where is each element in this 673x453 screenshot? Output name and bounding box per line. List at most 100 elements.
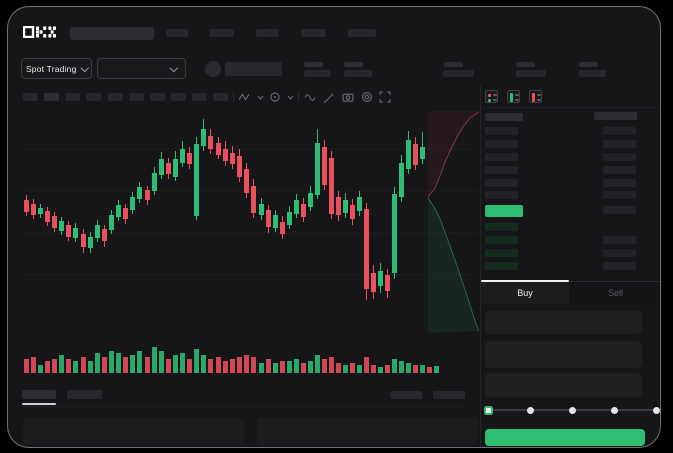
orderbook-cell[interactable] [603,179,636,187]
candle-body [173,159,178,177]
volume-bar [392,359,397,373]
candle-body [88,237,93,248]
bottom-action[interactable] [433,391,465,399]
candle-body [399,163,404,197]
stat-label [344,62,363,67]
candle-body [322,147,327,185]
chart-tool-button[interactable] [23,93,38,101]
nav-item[interactable] [348,29,376,37]
orderbook-layout-bids-icon[interactable] [507,90,520,103]
candle-body [230,153,235,164]
chart-tool-button[interactable] [108,93,123,101]
orderbook-cell[interactable] [603,166,636,174]
tab-sell[interactable]: Sell [607,288,623,298]
orderbook-cell[interactable] [603,249,636,257]
chart-tool-button[interactable] [171,93,186,101]
orderbook-cell[interactable] [603,262,636,270]
total-input[interactable] [485,373,642,397]
chart-tool-button[interactable] [86,93,101,101]
ticker-stat [443,62,476,78]
stat-label [579,62,598,67]
volume-bar [434,366,439,373]
orderbook-cell[interactable] [485,236,518,244]
orderbook-cell[interactable] [485,223,518,231]
amount-slider-track[interactable] [488,409,656,411]
orderbook-cell[interactable] [603,127,636,135]
fullscreen-icon[interactable] [379,91,391,103]
chart-tool-button[interactable] [65,93,80,101]
search-input[interactable] [70,27,154,40]
candle-body [187,153,192,164]
market-type-dropdown[interactable]: Spot Trading [21,58,92,79]
settings-icon[interactable] [361,91,373,103]
bottom-tab-active[interactable] [22,390,56,399]
orderbook-cell[interactable] [485,166,518,174]
orderbook-cell[interactable] [603,153,636,161]
orderbook-layout-asks-icon[interactable] [529,90,542,103]
candle-body [357,197,362,211]
buy-submit-button[interactable] [485,429,645,446]
pencil-icon[interactable] [323,91,335,103]
chart-tool-button[interactable] [44,93,59,101]
candle-body [329,158,334,214]
candle-body [287,212,292,225]
candle-body [350,205,355,219]
amount-input[interactable] [485,341,642,368]
wave-icon[interactable] [304,91,316,103]
chevron-down-icon[interactable] [286,93,298,105]
volume-bar [266,359,271,373]
pair-dropdown[interactable] [97,58,186,79]
bottom-action[interactable] [390,391,422,399]
orderbook-cell[interactable] [603,206,636,214]
orderbook-layout-combined-icon[interactable] [485,90,498,103]
ticker-stat [304,62,334,78]
volume-bar [52,359,57,373]
volume-bar [38,365,43,373]
chevron-down-icon [80,63,89,72]
volume-bar [137,351,142,373]
indicator-icon[interactable] [269,91,281,103]
volume-bar [378,367,383,373]
zigzag-icon[interactable] [238,91,250,103]
candle-body [159,159,164,175]
camera-icon[interactable] [342,91,354,103]
chart-tool-button[interactable] [192,93,207,101]
app-window: Spot Trading [7,6,661,448]
orderbook-cell[interactable] [485,127,518,135]
volume-bar [343,365,348,373]
orderbook-cell[interactable] [603,140,636,148]
orderbook-cell[interactable] [485,153,518,161]
bottom-tab[interactable] [67,390,102,399]
chart-tool-button[interactable] [129,93,144,101]
volume-bar [385,365,390,373]
nav-item[interactable] [166,29,188,37]
orderbook-cell[interactable] [485,179,518,187]
nav-item[interactable] [256,29,279,37]
price-chart[interactable] [16,106,482,378]
candle-body [343,200,348,213]
volume-bar [152,347,157,373]
orderbook-cell[interactable] [603,191,636,199]
volume-bar [159,351,164,373]
orderbook-cell[interactable] [485,262,518,270]
candle-body [194,144,199,216]
price-input[interactable] [485,311,642,334]
orderbook-cell[interactable] [485,191,518,199]
stat-value [579,70,606,77]
orderbook-cell[interactable] [485,249,518,257]
candle-body [145,190,150,200]
volume-bar [187,359,192,373]
okx-logo[interactable] [23,26,56,38]
chevron-down-icon[interactable] [256,93,268,105]
bottom-divider [16,406,466,407]
active-tab-underline [481,280,569,282]
last-price-indicator[interactable] [485,205,523,217]
nav-item[interactable] [301,29,326,37]
orderbook-cell[interactable] [485,140,518,148]
candle-body [371,273,376,292]
tab-buy[interactable]: Buy [517,288,533,298]
chart-tool-button[interactable] [213,93,228,101]
chart-tool-button[interactable] [150,93,165,101]
nav-item[interactable] [209,29,234,37]
orderbook-cell[interactable] [603,236,636,244]
